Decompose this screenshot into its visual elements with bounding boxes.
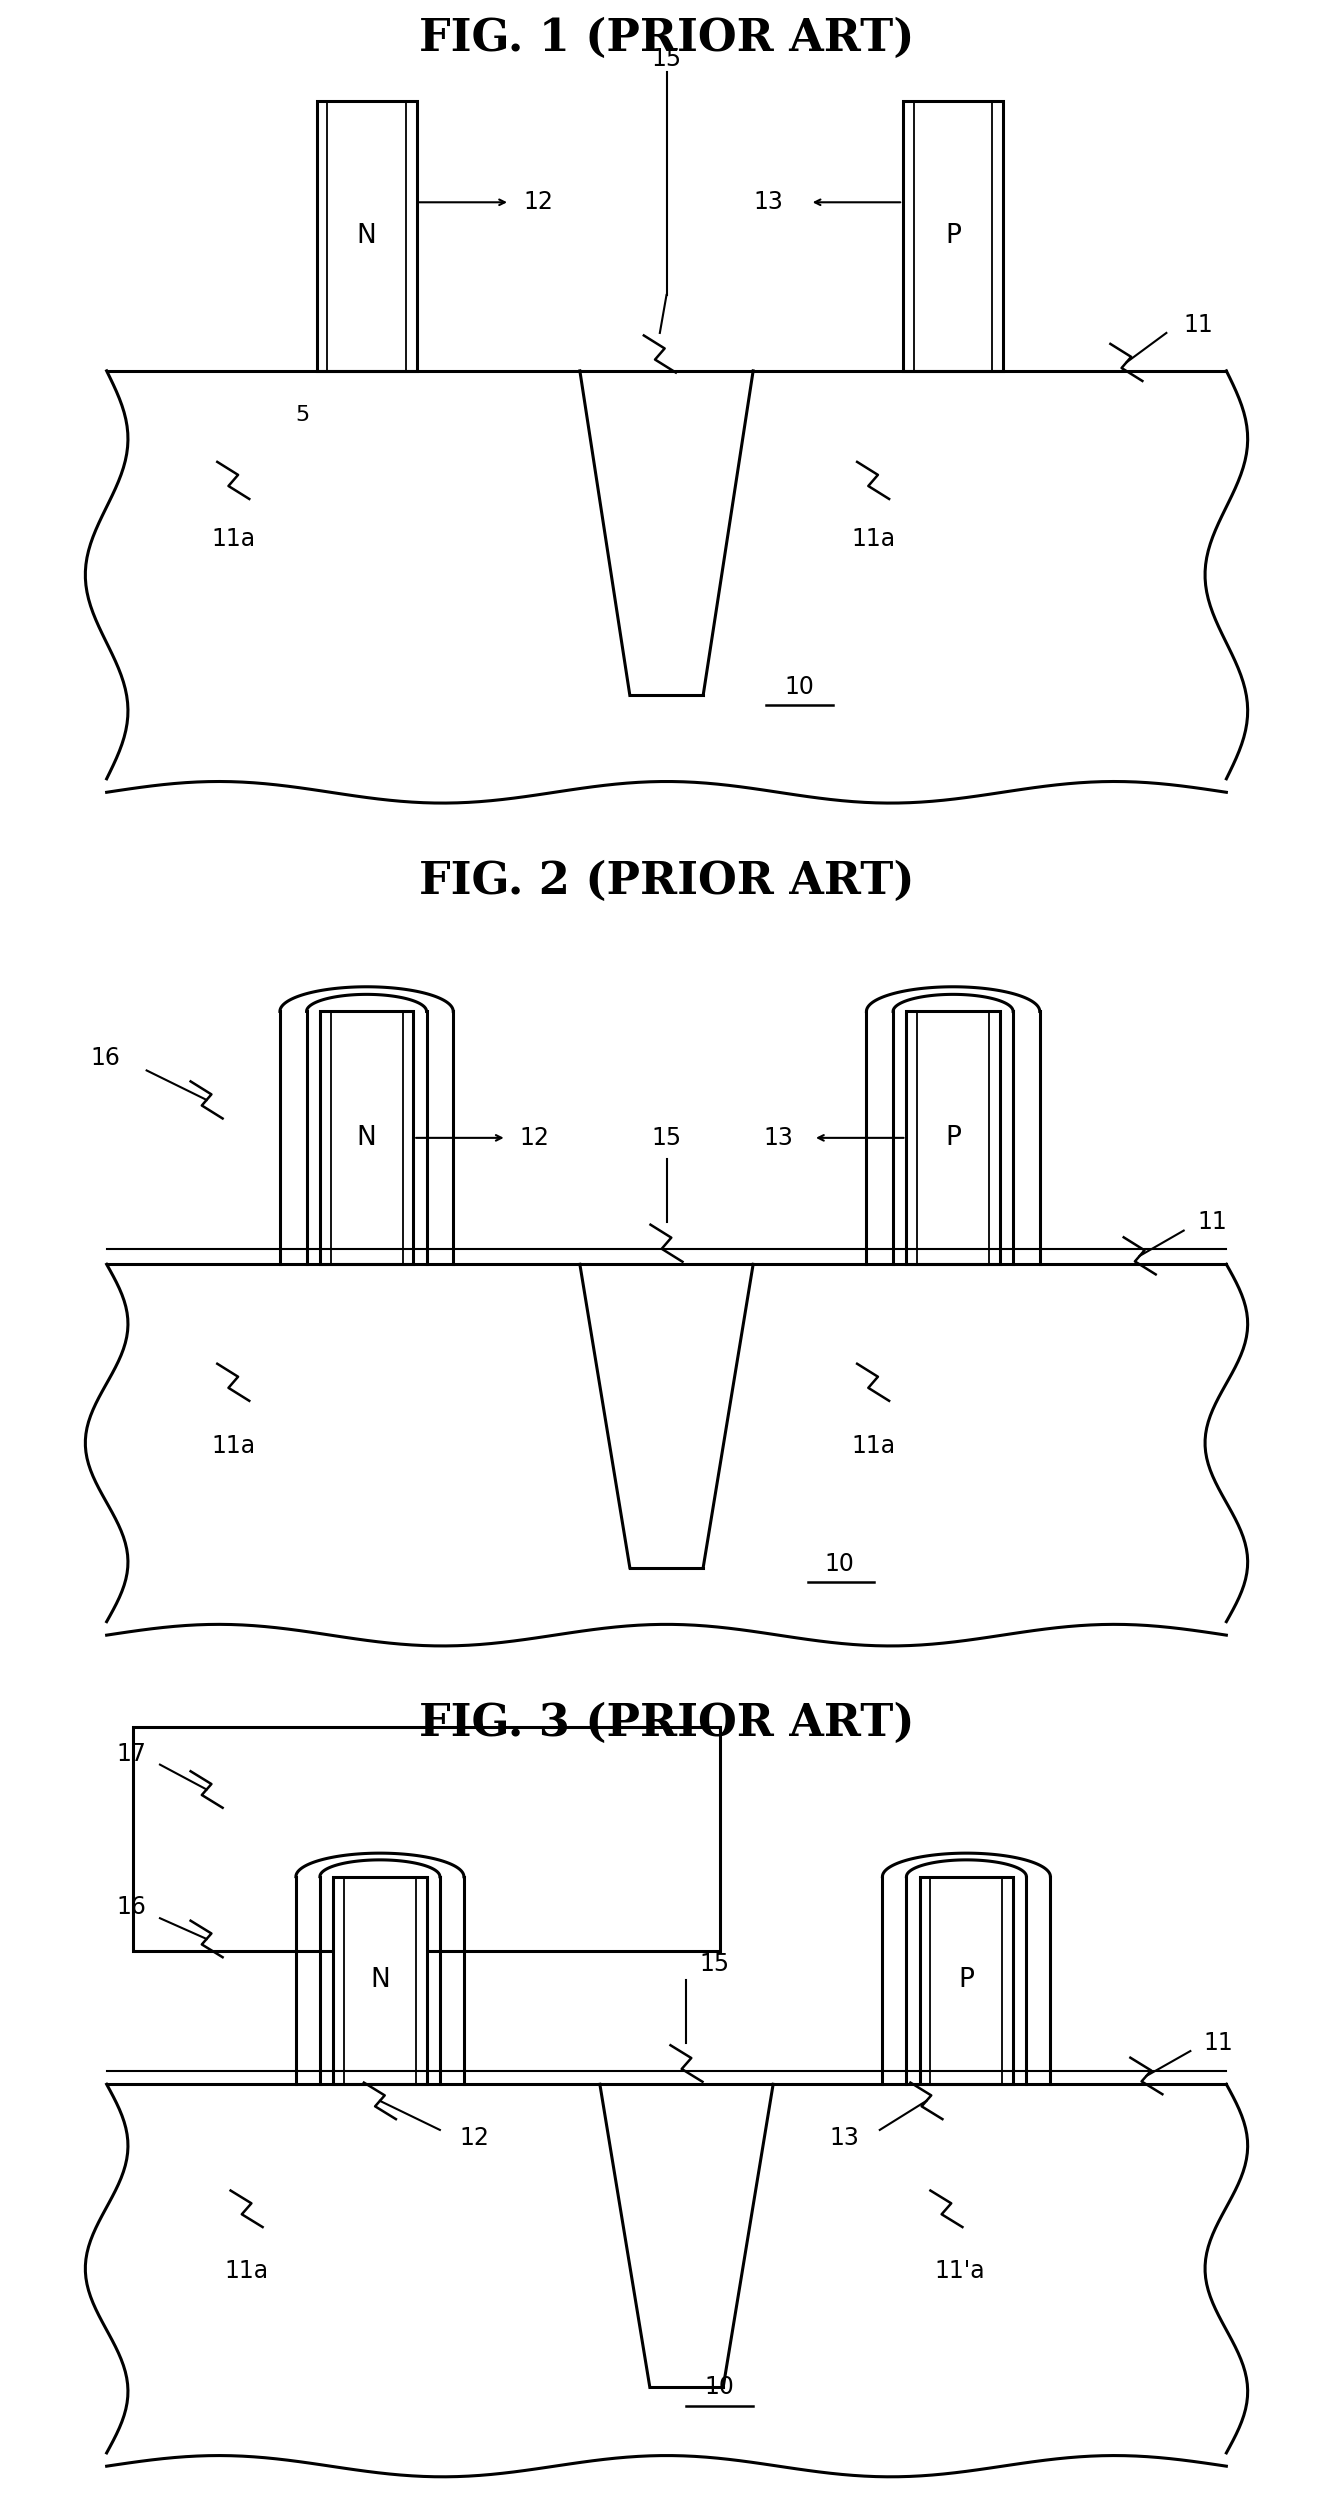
Text: P: P — [945, 224, 961, 249]
Text: N: N — [357, 224, 376, 249]
Text: 5: 5 — [296, 405, 309, 425]
Text: 12: 12 — [523, 191, 553, 214]
Text: 11: 11 — [1204, 2030, 1233, 2056]
Text: 15: 15 — [652, 1125, 681, 1150]
Bar — [320, 1011, 413, 1263]
Text: N: N — [371, 1968, 389, 1993]
Text: 15: 15 — [700, 1952, 730, 1975]
Bar — [317, 101, 416, 370]
Text: 11: 11 — [1197, 1210, 1226, 1235]
Text: 11'a: 11'a — [934, 2259, 985, 2282]
Text: 11a: 11a — [850, 1434, 896, 1457]
Text: 12: 12 — [520, 1125, 549, 1150]
Bar — [133, 1726, 720, 1952]
Text: 16: 16 — [91, 1047, 120, 1069]
Bar — [920, 1877, 1013, 2083]
Text: 17: 17 — [117, 1741, 147, 1766]
Text: P: P — [958, 1968, 974, 1993]
Text: 11a: 11a — [224, 2259, 269, 2282]
Text: 13: 13 — [764, 1125, 793, 1150]
Text: P: P — [945, 1125, 961, 1150]
Bar — [906, 1011, 1000, 1263]
Text: 10: 10 — [785, 674, 814, 699]
Text: 13: 13 — [753, 191, 784, 214]
Text: 10: 10 — [825, 1552, 854, 1575]
Text: 16: 16 — [117, 1895, 147, 1920]
Text: FIG. 2 (PRIOR ART): FIG. 2 (PRIOR ART) — [419, 860, 914, 903]
Bar — [904, 101, 1002, 370]
Text: 13: 13 — [830, 2126, 860, 2151]
Text: 11a: 11a — [211, 528, 256, 551]
Text: 12: 12 — [460, 2126, 489, 2151]
Text: 11a: 11a — [850, 528, 896, 551]
Bar — [333, 1877, 427, 2083]
Text: FIG. 1 (PRIOR ART): FIG. 1 (PRIOR ART) — [419, 18, 914, 60]
Text: 11a: 11a — [211, 1434, 256, 1457]
Text: N: N — [357, 1125, 376, 1150]
Text: 11: 11 — [1184, 312, 1213, 337]
Text: FIG. 3 (PRIOR ART): FIG. 3 (PRIOR ART) — [419, 1703, 914, 1746]
Text: 10: 10 — [705, 2375, 734, 2400]
Text: 15: 15 — [652, 48, 681, 70]
